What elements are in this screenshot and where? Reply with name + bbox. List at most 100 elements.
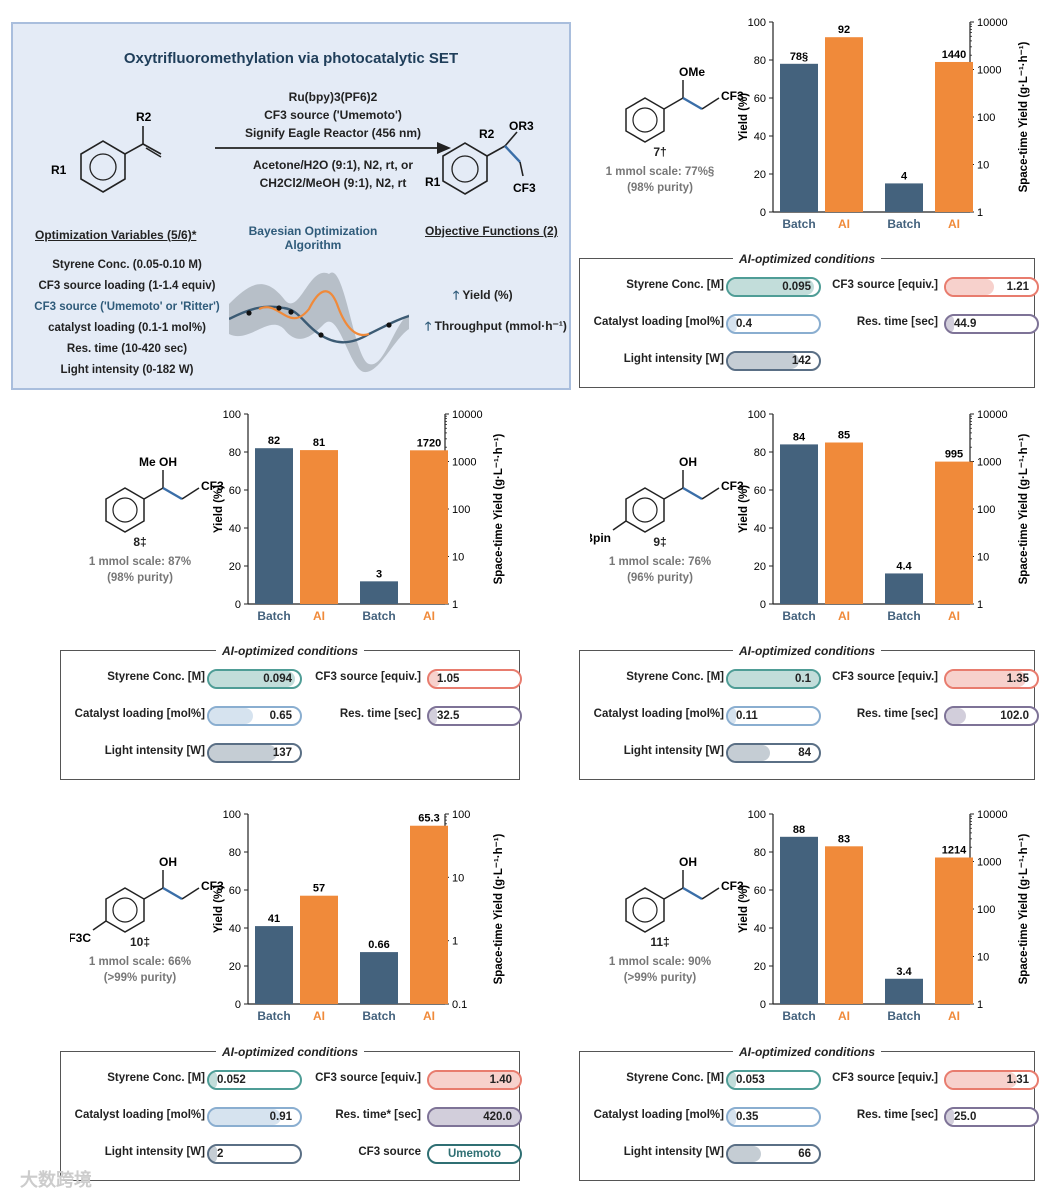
substituent-cf3: CF3 bbox=[201, 479, 224, 493]
structure-8‡: OH CF3 Me bbox=[105, 455, 224, 533]
compound-number: 10‡ bbox=[129, 935, 151, 949]
yield-bar-batch bbox=[780, 63, 818, 212]
category-label-batch: Batch bbox=[782, 609, 815, 623]
scale-note-line: (96% purity) bbox=[627, 572, 693, 584]
bar-chart-9: 0 20 40 60 80 100 Yield (%) 1 10 100 1000 10000 Spac… bbox=[738, 409, 1030, 623]
condition-label: Res. time [sec] bbox=[339, 708, 421, 720]
left-tick-label: 0 bbox=[760, 207, 766, 219]
right-tick-label: 10 bbox=[977, 552, 989, 564]
left-tick-label: 60 bbox=[754, 885, 766, 897]
condition-label: Styrene Conc. [M] bbox=[107, 1072, 205, 1084]
objective-throughput-label: Throughput (mmol·h⁻¹) bbox=[434, 319, 567, 333]
product-structure: R2 OR3 R1 CF3 bbox=[425, 119, 536, 195]
category-label-ai: AI bbox=[423, 609, 435, 623]
scale-note-line: (>99% purity) bbox=[103, 972, 177, 984]
right-axis-title: Space-time Yield (g·L⁻¹·h⁻¹) bbox=[1018, 833, 1030, 984]
condition-value-pill: 1.35 bbox=[944, 669, 1039, 689]
variable-cf3-source: CF3 source ('Umemoto' or 'Ritter') bbox=[34, 301, 220, 313]
condition-fill bbox=[728, 279, 815, 295]
condition-label: Light intensity [W] bbox=[623, 353, 724, 365]
left-tick-label: 80 bbox=[754, 55, 766, 67]
structure-9‡: OH CF3 Bpin bbox=[590, 455, 744, 545]
condition-value: 102.0 bbox=[1000, 710, 1029, 722]
conditions-title: AI-optimized conditions bbox=[733, 644, 881, 658]
condition-label: Res. time [sec] bbox=[856, 708, 938, 720]
condition-label: Styrene Conc. [M] bbox=[107, 671, 205, 683]
sty-bar-batch bbox=[360, 581, 398, 604]
substituent-top: OH bbox=[679, 855, 697, 869]
yield-bar-ai bbox=[825, 846, 863, 1004]
objective-yield: 🡑 Yield (%) bbox=[453, 286, 513, 307]
bayesian-curve-graphic bbox=[229, 272, 409, 373]
category-label-batch: Batch bbox=[362, 1009, 395, 1023]
category-label-ai: AI bbox=[948, 1009, 960, 1023]
right-tick-label: 100 bbox=[452, 809, 470, 821]
product-r2: R2 bbox=[479, 127, 495, 141]
substituent-para: F3C bbox=[70, 931, 91, 945]
condition-label: Res. time [sec] bbox=[856, 316, 938, 328]
left-tick-label: 60 bbox=[229, 885, 241, 897]
condition-fill bbox=[946, 671, 1027, 687]
yield-bar-label: 78§ bbox=[790, 51, 808, 63]
scale-note-line: 1 mmol scale: 87% bbox=[88, 556, 192, 568]
yield-bar-label: 81 bbox=[313, 437, 325, 449]
left-tick-label: 100 bbox=[223, 409, 241, 421]
condition-fill bbox=[209, 671, 295, 687]
right-tick-label: 1 bbox=[977, 999, 983, 1011]
condition-value-pill: 0.65 bbox=[207, 706, 302, 726]
bar-chart-7: 0 20 40 60 80 100 Yield (%) 1 10 100 1000 10000 Spac… bbox=[738, 17, 1030, 231]
condition-value-pill: 1.31 bbox=[944, 1070, 1039, 1090]
condition-value: 66 bbox=[798, 1148, 811, 1160]
condition-value: 0.053 bbox=[736, 1074, 765, 1086]
variable-catalyst: catalyst loading (0.1-1 mol%) bbox=[48, 322, 206, 334]
yield-bar-label: 82 bbox=[268, 435, 280, 447]
rxn-solvent-1: Acetone/H2O (9:1), N2, rt, or bbox=[252, 158, 414, 172]
product-r1: R1 bbox=[425, 175, 441, 189]
sty-bar-ai bbox=[935, 61, 973, 212]
left-tick-label: 100 bbox=[748, 409, 766, 421]
right-tick-label: 1 bbox=[977, 599, 983, 611]
condition-value-pill: 0.052 bbox=[207, 1070, 302, 1090]
left-tick-label: 100 bbox=[223, 809, 241, 821]
condition-fill bbox=[209, 1109, 281, 1125]
right-tick-label: 0.1 bbox=[452, 999, 467, 1011]
condition-fill bbox=[209, 1146, 217, 1162]
variables-heading: Optimization Variables (5/6)* bbox=[35, 228, 197, 242]
yield-bar-ai bbox=[825, 37, 863, 213]
left-tick-label: 0 bbox=[760, 999, 766, 1011]
right-tick-label: 100 bbox=[977, 504, 995, 516]
sty-bar-batch bbox=[360, 952, 398, 1004]
condition-value: 0.4 bbox=[736, 318, 752, 330]
left-tick-label: 80 bbox=[754, 447, 766, 459]
condition-value: 0.65 bbox=[269, 710, 292, 722]
right-axis-title: Space-time Yield (g·L⁻¹·h⁻¹) bbox=[1018, 41, 1030, 192]
right-tick-label: 10000 bbox=[977, 17, 1008, 29]
left-tick-label: 40 bbox=[754, 131, 766, 143]
condition-fill bbox=[209, 1072, 217, 1088]
category-label-ai: AI bbox=[838, 1009, 850, 1023]
condition-fill bbox=[728, 671, 819, 687]
left-tick-label: 60 bbox=[229, 485, 241, 497]
left-tick-label: 20 bbox=[754, 169, 766, 181]
variable-styrene: Styrene Conc. (0.05-0.10 M) bbox=[52, 259, 202, 271]
right-tick-label: 1000 bbox=[977, 457, 1001, 469]
product-cf3: CF3 bbox=[513, 181, 536, 195]
category-label-ai: AI bbox=[948, 609, 960, 623]
condition-value: 84 bbox=[798, 747, 811, 759]
condition-value-pill: 0.053 bbox=[726, 1070, 821, 1090]
sty-bar-label: 995 bbox=[945, 449, 963, 461]
right-tick-label: 1 bbox=[452, 936, 458, 948]
scale-note-line: (98% purity) bbox=[107, 572, 173, 584]
condition-fill bbox=[209, 745, 278, 761]
condition-label: CF3 source [equiv.] bbox=[832, 279, 938, 291]
substituent-alpha: Me bbox=[139, 455, 156, 469]
category-label-batch: Batch bbox=[257, 1009, 290, 1023]
ai-conditions-box: AI-optimized conditions Styrene Conc. [M]… bbox=[60, 644, 522, 780]
condition-fill bbox=[429, 671, 440, 687]
condition-value-pill: 1.40 bbox=[427, 1070, 522, 1090]
substrate-r1: R1 bbox=[51, 163, 67, 177]
condition-fill bbox=[728, 316, 738, 332]
right-tick-label: 10 bbox=[977, 952, 989, 964]
condition-value-pill: 0.35 bbox=[726, 1107, 821, 1127]
left-axis-title: Yield (%) bbox=[738, 885, 750, 933]
